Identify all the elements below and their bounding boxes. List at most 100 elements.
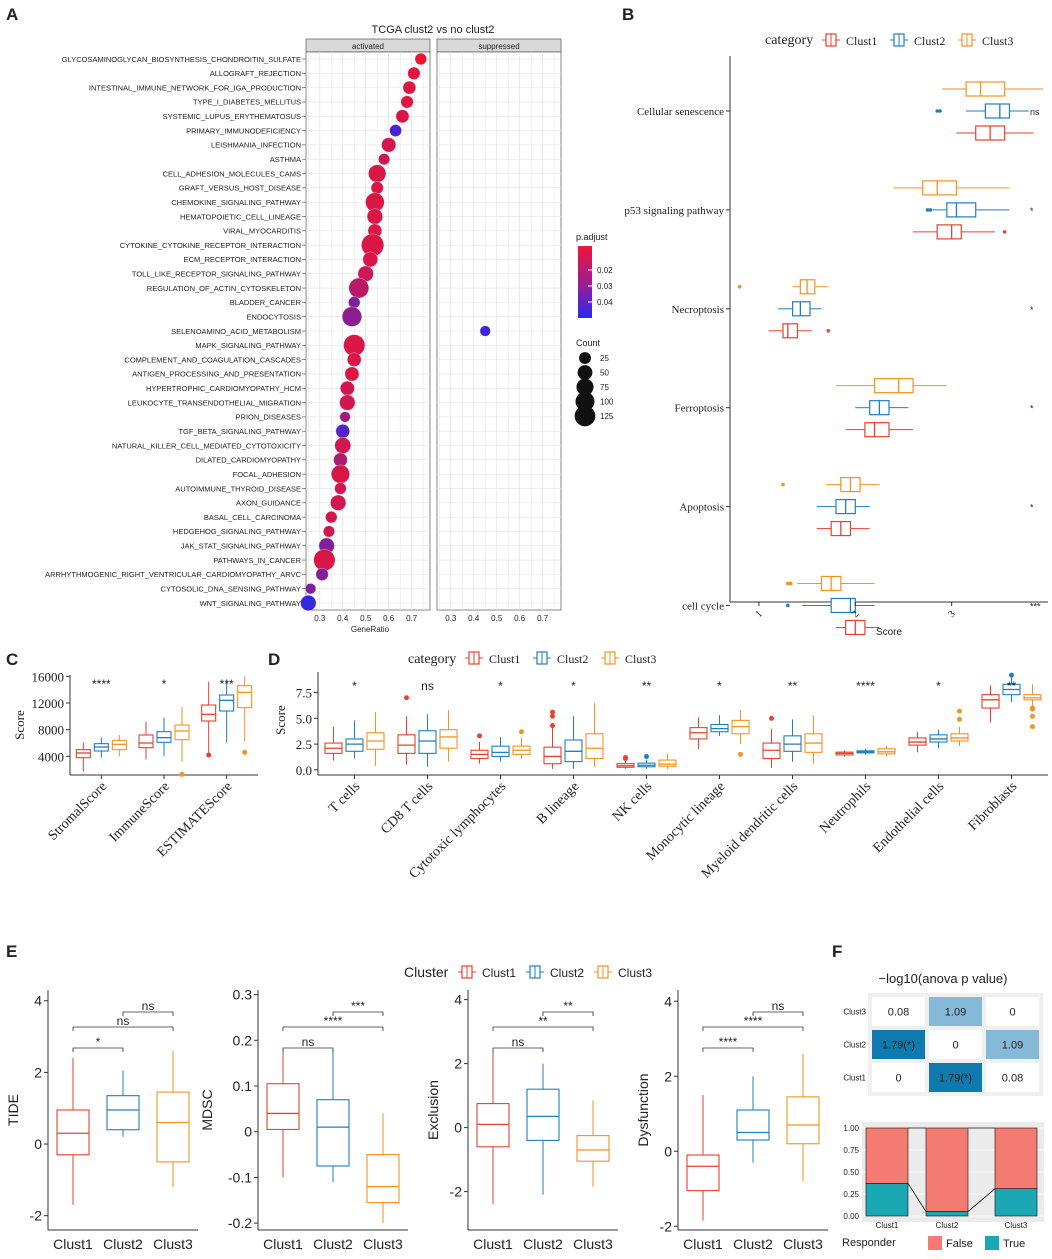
dot-asthma: [378, 153, 390, 166]
y-tick-label: 5.0: [296, 711, 312, 726]
legend-label-clust3: Clust3: [625, 652, 656, 666]
heatmap-cell: [982, 993, 1043, 1030]
dot-pathways_in_cancer: [313, 549, 336, 571]
row-label: Apoptosis: [679, 502, 724, 514]
y-tick-label: 1.00: [843, 1124, 859, 1133]
outlier-point: [935, 109, 939, 113]
term-label: WNT_SIGNALING_PATHWAY: [200, 599, 301, 608]
x-tick-label: Clust3: [573, 1236, 613, 1252]
colorbar-tick-label: 0.03: [597, 282, 613, 291]
y-tick-label: 8000: [38, 723, 64, 738]
term-label: BLADDER_CANCER: [230, 298, 302, 307]
row-label: Ferroptosis: [675, 403, 725, 415]
outlier-point: [1030, 724, 1035, 730]
outlier-point: [404, 695, 409, 701]
term-label: HEDGEHOG_SIGNALING_PATHWAY: [173, 527, 301, 536]
bar-false-clust1: [865, 1127, 909, 1184]
x-tick-label: Neutrophils: [817, 779, 874, 836]
heatmap-title: −log10(anova p value): [878, 971, 1007, 986]
tide-clust2-box: [106, 1095, 140, 1131]
dot-axon_guidance: [330, 494, 347, 511]
legend-title: category: [408, 652, 456, 667]
x-tick-label: Endothelial cells: [870, 779, 947, 856]
y-tick-label: 2.5: [296, 737, 312, 752]
outlier-point: [769, 715, 774, 721]
term-label: LEISHMANIA_INFECTION: [211, 141, 301, 150]
dot-ecm_receptor_interaction: [362, 251, 378, 268]
dot-allograft_rejection: [407, 66, 421, 80]
immunescore-clust2-box: [156, 731, 172, 743]
outlier-point: [737, 284, 742, 289]
estimatescore-clust3-box: [237, 685, 253, 709]
term-label: SELENOAMINO_ACID_METABOLISM: [171, 327, 301, 336]
legend-title: Cluster: [404, 964, 449, 980]
bar-false-clust3: [994, 1127, 1038, 1190]
panel-e-boxplots: Cluster Clust1 Clust2 Clust3 -2 0 2 4 TIDE Clust1…: [5, 964, 828, 1252]
term-label: PRIMARY_IMMUNODEFICIENCY: [186, 126, 301, 135]
term-label: DILATED_CARDIOMYOPATHY: [196, 456, 301, 465]
legend-label-true: True: [1003, 1238, 1025, 1250]
y-axis-label: MDSC: [199, 1089, 215, 1130]
row-1-clust3-box: [922, 180, 958, 196]
legend-swatch-true: [985, 1236, 999, 1250]
x-tick-activated: 0.5: [360, 614, 372, 623]
x-tick-label: T cells: [326, 779, 363, 816]
dot-prion_diseases: [339, 411, 351, 423]
connector-line-mid: [967, 1188, 996, 1212]
facet-label-activated: activated: [352, 42, 384, 51]
outlier-point: [1009, 672, 1014, 678]
dot-bladder_cancer: [348, 296, 361, 309]
legend-label-clust3: Clust3: [982, 34, 1013, 48]
x-tick-label: Clust2: [313, 1236, 353, 1252]
heatmap-cell-value: 1.09: [945, 1007, 966, 1019]
t-cells-clust2-box: [345, 738, 364, 752]
term-label: ASTHMA: [270, 155, 301, 164]
outlier-point: [179, 771, 185, 777]
comparison-bracket: [492, 1026, 594, 1031]
panel-label-e: E: [6, 942, 17, 961]
significance-label: ***: [220, 677, 234, 691]
x-tick-label: Clust1: [683, 1236, 723, 1252]
y-tick-label: -0.1: [228, 1169, 252, 1185]
significance-label: ****: [92, 677, 111, 691]
legend-label-clust2: Clust2: [557, 652, 588, 666]
row-significance: *: [1030, 503, 1034, 513]
count-legend-dot: [579, 352, 591, 364]
x-tick-activated: 0.4: [337, 614, 349, 623]
x-axis-label: Score: [876, 627, 903, 638]
outlier-point: [786, 603, 790, 608]
comparison-label: ns: [302, 1035, 315, 1049]
legend-label-false: False: [946, 1238, 973, 1250]
y-tick-label: 16000: [32, 669, 65, 684]
panel-label-a: A: [6, 5, 18, 24]
dysfunction-clust2-box: [736, 1109, 770, 1141]
y-tick-label: 0.1: [233, 1078, 253, 1094]
term-label: ARRHYTHMOGENIC_RIGHT_VENTRICULAR_CARDIOM…: [45, 570, 301, 579]
outlier-point: [1002, 230, 1007, 234]
x-tick-suppressed: 0.5: [491, 614, 503, 623]
row-label: p53 signaling pathway: [624, 205, 724, 217]
dot-leukocyte_transendothelial_migration: [339, 394, 356, 411]
y-axis-label: Dysfunction: [635, 1073, 651, 1146]
dot-autoimmune_thyroid_disease: [334, 482, 347, 495]
y-tick-label: 0: [244, 1124, 252, 1140]
term-label: PRION_DISEASES: [236, 413, 301, 422]
outlier-point: [928, 208, 933, 212]
legend-swatch-false: [928, 1236, 942, 1250]
dot-glycosaminoglycan_biosynthesis_chondroitin_sulfate: [414, 52, 427, 66]
term-label: MAPK_SIGNALING_PATHWAY: [195, 341, 301, 350]
comparison-label: ***: [351, 999, 365, 1013]
term-label: CHEMOKINE_SIGNALING_PATHWAY: [171, 198, 301, 207]
comparison-bracket: [72, 1026, 174, 1031]
b-lineage-clust1-box: [543, 746, 562, 765]
term-label: CYTOSOLIC_DNA_SENSING_PATHWAY: [161, 584, 301, 593]
y-tick-label: 0: [664, 1143, 672, 1159]
term-label: AUTOIMMUNE_THYROID_DISEASE: [175, 484, 301, 493]
dot-focal_adhesion: [331, 464, 350, 484]
mdsc-clust1-box: [266, 1083, 300, 1130]
panel-c-boxplot: 400080001200016000Score****StromalScore*…: [12, 669, 258, 860]
responder-legend-title: Responder: [842, 1237, 896, 1249]
immunescore-clust3-box: [174, 724, 190, 741]
comparison-label: *: [96, 1035, 101, 1049]
dot-leishmania_infection: [381, 137, 397, 153]
